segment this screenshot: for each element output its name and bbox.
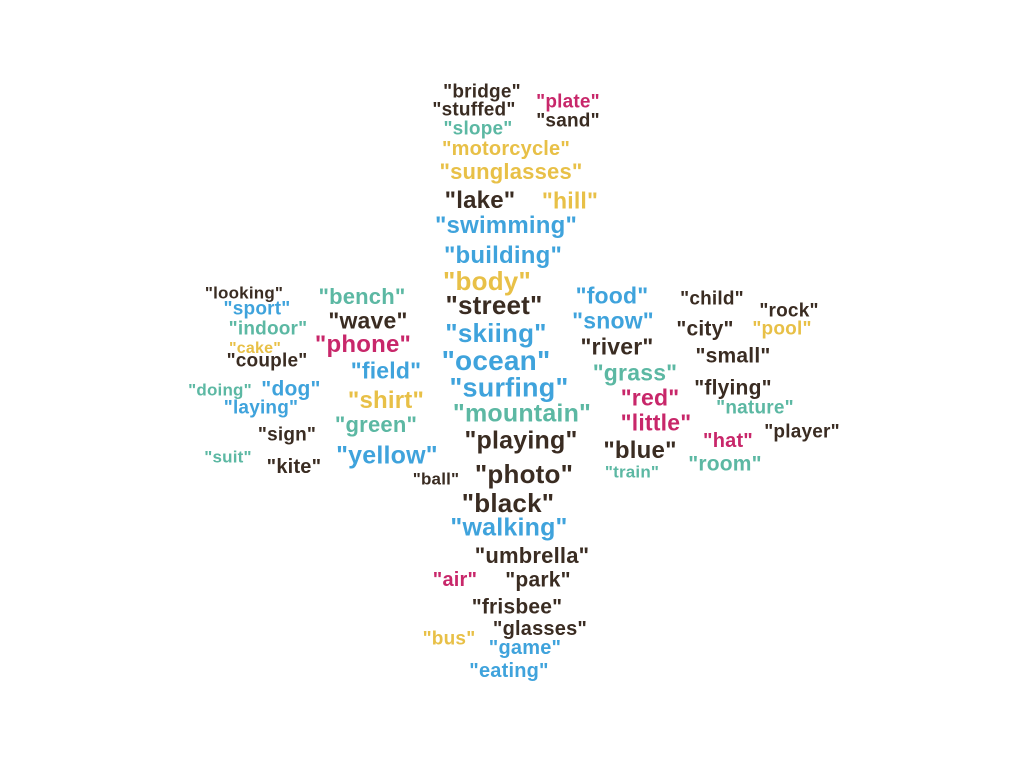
word-yellow: "yellow"	[336, 441, 438, 470]
word-building: "building"	[443, 242, 563, 269]
word-food: "food"	[575, 282, 649, 309]
word-indoor: "indoor"	[228, 318, 308, 340]
word-sand: "sand"	[536, 110, 600, 132]
word-ball: "ball"	[412, 469, 460, 489]
word-child: "child"	[680, 288, 744, 310]
word-blue: "blue"	[603, 437, 677, 464]
word-city: "city"	[676, 317, 734, 341]
word-glasses: "glasses"	[492, 618, 588, 640]
word-plate: "plate"	[536, 91, 600, 113]
word-mountain: "mountain"	[452, 399, 592, 428]
word-hat: "hat"	[703, 430, 753, 452]
word-skiing: "skiing"	[445, 318, 547, 348]
word-surfing: "surfing"	[449, 372, 569, 403]
word-snow: "snow"	[572, 307, 654, 334]
word-little: "little"	[620, 409, 692, 436]
word-playing: "playing"	[464, 426, 578, 455]
word-bench: "bench"	[318, 284, 406, 309]
word-laying: "laying"	[223, 397, 299, 419]
word-field: "field"	[350, 357, 422, 384]
word-frisbee: "frisbee"	[471, 595, 563, 619]
word-bridge: "bridge"	[443, 81, 521, 103]
word-street: "street"	[445, 290, 543, 320]
word-body: "body"	[443, 266, 531, 296]
word-ocean: "ocean"	[441, 345, 551, 376]
word-green: "green"	[334, 412, 418, 437]
word-sunglasses: "sunglasses"	[439, 159, 583, 184]
word-lake: "lake"	[444, 187, 516, 214]
word-looking: "looking"	[204, 283, 284, 303]
word-small: "small"	[695, 344, 771, 368]
word-game: "game"	[488, 637, 562, 659]
word-photo: "photo"	[474, 459, 574, 489]
word-bus: "bus"	[422, 628, 476, 650]
word-black: "black"	[461, 488, 555, 518]
word-stuffed: "stuffed"	[432, 99, 516, 121]
word-doing: "doing"	[188, 380, 252, 400]
word-walking: "walking"	[450, 513, 568, 542]
word-eating: "eating"	[469, 660, 549, 682]
word-hill: "hill"	[541, 187, 599, 214]
word-river: "river"	[580, 333, 654, 360]
word-room: "room"	[688, 452, 762, 476]
word-umbrella: "umbrella"	[474, 543, 590, 568]
word-shirt: "shirt"	[347, 387, 425, 414]
word-air: "air"	[432, 569, 478, 591]
word-pool: "pool"	[752, 318, 812, 340]
word-phone: "phone"	[314, 331, 412, 358]
word-cake: "cake"	[229, 340, 281, 357]
word-couple: "couple"	[226, 350, 308, 372]
word-sport: "sport"	[223, 298, 291, 320]
word-grass: "grass"	[592, 359, 678, 386]
word-nature: "nature"	[716, 397, 794, 419]
word-flying: "flying"	[694, 376, 772, 400]
word-kite: "kite"	[266, 456, 322, 478]
word-rock: "rock"	[759, 300, 819, 322]
word-dog: "dog"	[261, 377, 321, 401]
word-train: "train"	[604, 462, 660, 482]
word-sign: "sign"	[257, 424, 317, 446]
word-swimming: "swimming"	[434, 212, 578, 239]
word-red: "red"	[620, 384, 680, 411]
word-park: "park"	[505, 568, 571, 592]
word-motorcycle: "motorcycle"	[441, 138, 571, 160]
word-wave: "wave"	[328, 307, 408, 334]
word-slope: "slope"	[443, 118, 513, 140]
word-suit: "suit"	[204, 447, 252, 467]
word-player: "player"	[764, 421, 840, 443]
